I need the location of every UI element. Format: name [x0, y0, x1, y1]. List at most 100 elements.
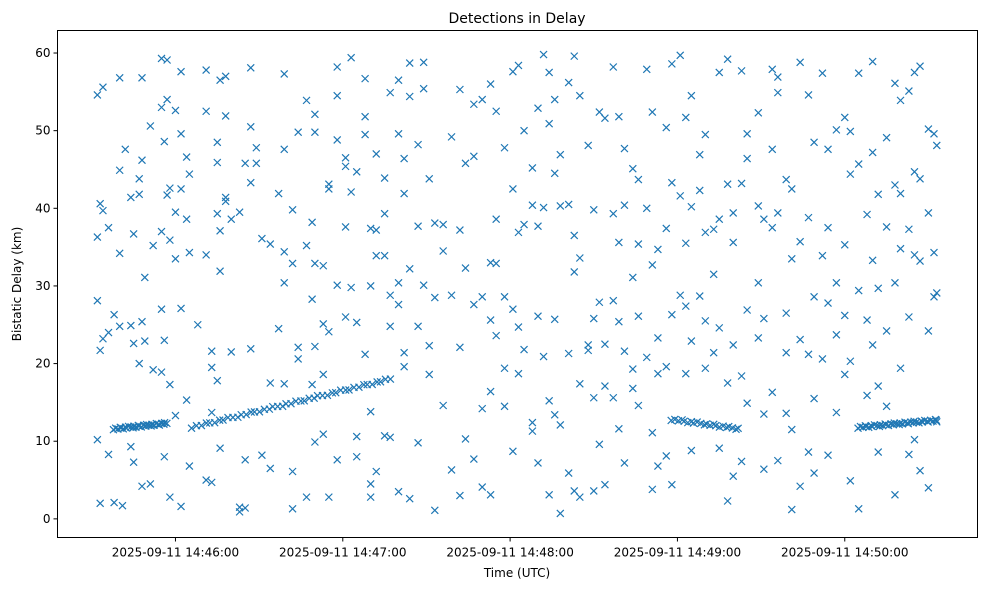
data-point: [333, 455, 342, 464]
data-point: [135, 174, 144, 183]
data-point: [288, 467, 297, 476]
data-point: [695, 186, 704, 195]
data-point: [732, 425, 740, 434]
data-point: [737, 179, 746, 188]
data-point: [874, 190, 883, 199]
data-point: [634, 312, 643, 321]
data-point: [372, 251, 381, 260]
data-point: [246, 63, 255, 72]
data-point: [773, 456, 782, 465]
data-point: [310, 259, 319, 268]
data-point: [372, 467, 381, 476]
data-point: [341, 313, 350, 321]
data-point: [400, 348, 409, 357]
data-point: [386, 291, 395, 300]
data-point: [891, 181, 899, 189]
x-tick-label: 2025-09-11 14:48:00: [446, 546, 573, 560]
data-point: [570, 52, 579, 61]
data-point: [754, 334, 763, 342]
data-point: [241, 159, 250, 168]
data-point: [319, 320, 328, 328]
data-point: [274, 324, 283, 333]
data-point: [729, 238, 738, 247]
data-point: [891, 490, 899, 499]
data-point: [138, 156, 146, 165]
data-point: [266, 240, 275, 248]
data-point: [93, 91, 102, 99]
data-point: [874, 448, 883, 457]
data-point: [709, 348, 718, 357]
data-point: [824, 145, 832, 154]
data-point: [916, 174, 924, 183]
data-point: [146, 122, 155, 130]
data-point: [832, 278, 841, 287]
data-point: [768, 223, 777, 232]
data-point: [759, 314, 768, 323]
data-point: [177, 67, 185, 76]
data-point: [372, 150, 381, 158]
data-point: [115, 249, 124, 258]
data-point: [310, 438, 319, 446]
data-point: [804, 350, 813, 359]
data-point: [394, 76, 403, 85]
data-point: [556, 150, 565, 159]
data-point: [380, 431, 389, 440]
data-point: [734, 424, 743, 433]
data-point: [695, 150, 704, 159]
data-point: [115, 166, 124, 175]
data-point: [796, 58, 805, 67]
data-point: [341, 223, 350, 231]
data-point: [461, 434, 470, 443]
data-point: [676, 51, 685, 60]
data-point: [366, 407, 375, 416]
data-point: [310, 394, 319, 403]
data-point: [916, 466, 924, 475]
data-point: [138, 73, 146, 82]
data-point: [863, 391, 871, 400]
data-point: [394, 278, 403, 287]
data-point: [634, 175, 643, 184]
x-tick-label: 2025-09-11 14:46:00: [112, 546, 239, 560]
data-point: [138, 317, 146, 326]
data-point: [609, 209, 618, 218]
data-point: [352, 452, 361, 461]
data-point: [469, 100, 478, 109]
data-point: [723, 497, 732, 505]
data-point: [380, 209, 389, 218]
data-point: [846, 476, 855, 485]
data-point: [534, 312, 542, 321]
data-point: [614, 238, 623, 247]
data-point: [419, 84, 428, 93]
data-point: [818, 251, 827, 260]
data-point: [868, 57, 877, 66]
data-point: [614, 112, 623, 121]
data-point: [715, 68, 724, 77]
data-point: [246, 178, 255, 187]
data-point: [171, 208, 180, 217]
data-point: [932, 416, 941, 425]
data-point: [478, 404, 487, 413]
data-point: [681, 302, 690, 311]
data-point: [534, 222, 542, 231]
data-point: [352, 167, 361, 176]
data-point: [213, 376, 222, 385]
data-point: [425, 341, 434, 350]
data-point: [787, 425, 796, 434]
data-point: [104, 328, 113, 337]
data-point: [648, 485, 657, 494]
data-point: [278, 402, 287, 411]
data-point: [216, 76, 225, 85]
data-point: [910, 167, 919, 176]
data-point: [405, 59, 414, 68]
data-point: [341, 153, 350, 162]
data-point: [215, 416, 224, 425]
data-point: [461, 264, 470, 273]
data-point: [550, 315, 559, 324]
data-point: [294, 354, 303, 363]
data-point: [193, 320, 202, 329]
data-point: [300, 396, 309, 405]
data-point: [787, 184, 796, 193]
data-point: [759, 215, 768, 224]
data-point: [405, 264, 414, 273]
data-point: [160, 137, 169, 146]
